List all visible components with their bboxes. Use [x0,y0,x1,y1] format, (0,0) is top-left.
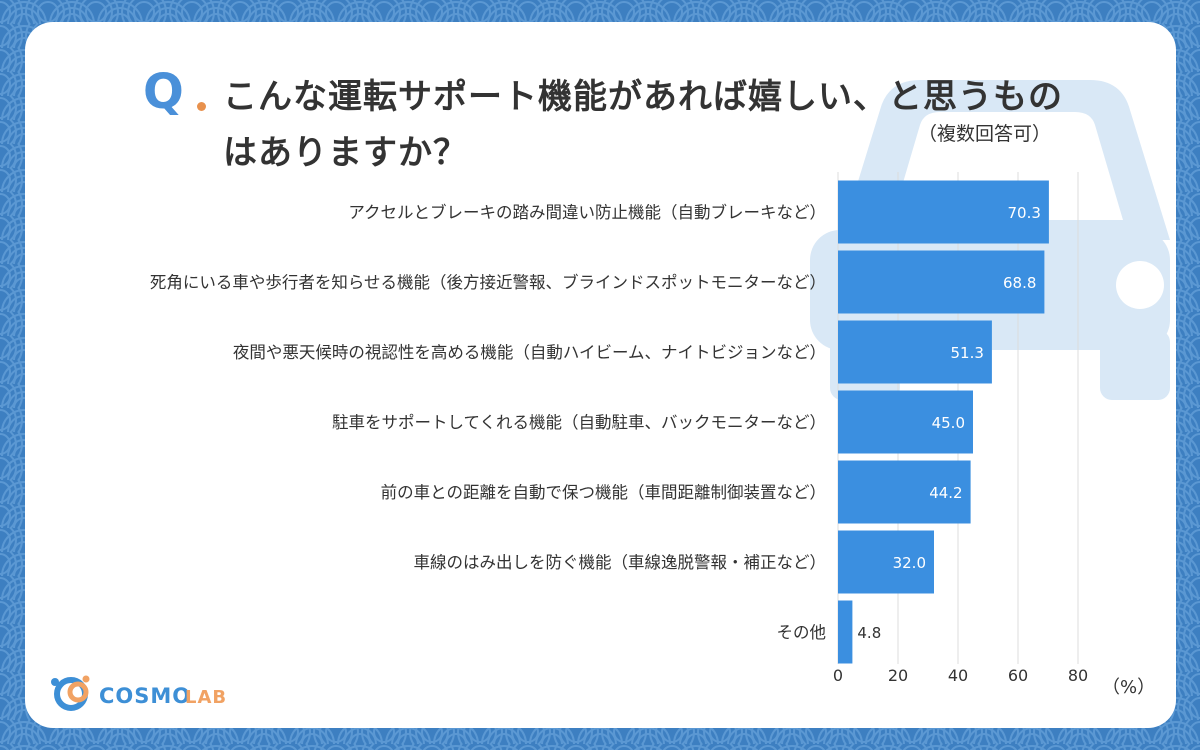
x-tick-label: 20 [888,666,908,685]
question-title: こんな運転サポート機能があれば嬉しい、と思うものはありますか？ [223,77,1063,173]
multiple-answer-note: （複数回答可） [918,123,1052,145]
value-label: 44.2 [929,484,962,502]
category-label: 前の車との距離を自動で保つ機能（車間距離制御装置など） [381,483,826,502]
x-tick-label: 80 [1068,666,1088,685]
logo-text-sub: LAB [185,687,227,708]
value-label: 32.0 [893,554,926,572]
x-unit-label: （%） [1102,677,1155,698]
bar [838,600,853,664]
cosmo-lab-logo: COSMO LAB [51,675,227,711]
bar-chart: アクセルとブレーキの踏み間違い防止機能（自動ブレーキなど） 70.3 死角にいる車や… [150,172,1155,698]
bar [838,390,973,454]
bar [838,250,1045,314]
x-tick-label: 0 [833,666,843,685]
category-label: 夜間や悪天候時の視認性を高める機能（自動ハイビーム、ナイトビジョンなど） [233,343,826,362]
category-label: 死角にいる車や歩行者を知らせる機能（後方接近警報、ブラインドスポットモニターなど… [150,272,826,292]
chart-card: Q こんな運転サポート機能があれば嬉しい、と思うものはありますか？ （複数回答可… [25,22,1176,728]
bar [838,180,1049,244]
q-mark: Q [143,64,184,120]
logo-text-main: COSMO [99,684,191,708]
value-label: 51.3 [950,344,983,362]
value-label: 4.8 [857,624,881,642]
category-label: 車線のはみ出しを防ぐ機能（車線逸脱警報・補正など） [414,553,827,572]
value-label: 68.8 [1003,274,1036,292]
q-dot-icon [197,102,206,111]
x-tick-label: 40 [948,666,968,685]
category-label: その他 [777,623,827,642]
category-label: アクセルとブレーキの踏み間違い防止機能（自動ブレーキなど） [348,202,826,222]
bar [838,530,934,594]
category-label: 駐車をサポートしてくれる機能（自動駐車、バックモニターなど） [332,413,826,432]
bar [838,320,992,384]
value-label: 45.0 [932,414,965,432]
value-label: 70.3 [1007,204,1040,222]
bar [838,460,971,524]
x-tick-label: 60 [1008,666,1028,685]
